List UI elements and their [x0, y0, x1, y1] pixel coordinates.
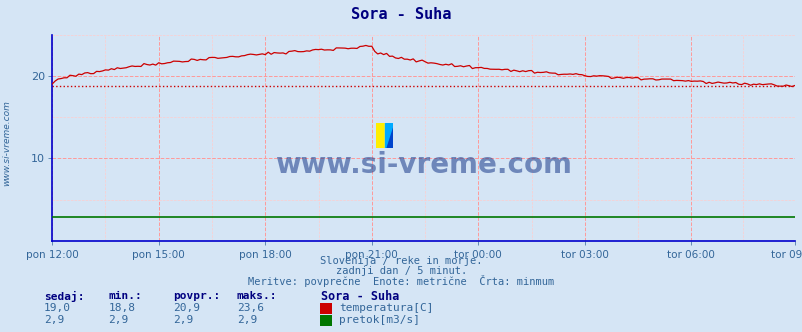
Text: zadnji dan / 5 minut.: zadnji dan / 5 minut. [335, 266, 467, 276]
Polygon shape [384, 123, 393, 148]
Text: sedaj:: sedaj: [44, 291, 84, 302]
Polygon shape [384, 123, 393, 148]
Text: 19,0: 19,0 [44, 303, 71, 313]
Text: Sora - Suha: Sora - Suha [321, 290, 399, 303]
Text: 2,9: 2,9 [172, 315, 192, 325]
Text: Slovenija / reke in morje.: Slovenija / reke in morje. [320, 256, 482, 266]
Text: Sora - Suha: Sora - Suha [351, 7, 451, 23]
Text: Meritve: povprečne  Enote: metrične  Črta: minmum: Meritve: povprečne Enote: metrične Črta:… [248, 275, 554, 287]
Text: povpr.:: povpr.: [172, 291, 220, 301]
Text: temperatura[C]: temperatura[C] [338, 303, 433, 313]
Text: 2,9: 2,9 [44, 315, 64, 325]
Text: www.si-vreme.com: www.si-vreme.com [2, 100, 11, 186]
Text: 23,6: 23,6 [237, 303, 264, 313]
Bar [384, 123, 393, 148]
Text: min.:: min.: [108, 291, 142, 301]
Bar [375, 123, 384, 148]
Text: 18,8: 18,8 [108, 303, 136, 313]
Text: 2,9: 2,9 [108, 315, 128, 325]
Text: pretok[m3/s]: pretok[m3/s] [338, 315, 419, 325]
Text: 2,9: 2,9 [237, 315, 257, 325]
Text: www.si-vreme.com: www.si-vreme.com [275, 150, 571, 179]
Text: 20,9: 20,9 [172, 303, 200, 313]
Text: maks.:: maks.: [237, 291, 277, 301]
